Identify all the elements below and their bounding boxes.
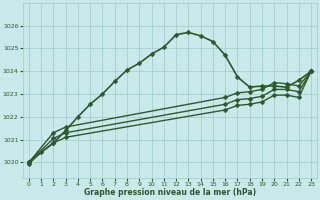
X-axis label: Graphe pression niveau de la mer (hPa): Graphe pression niveau de la mer (hPa) (84, 188, 256, 197)
